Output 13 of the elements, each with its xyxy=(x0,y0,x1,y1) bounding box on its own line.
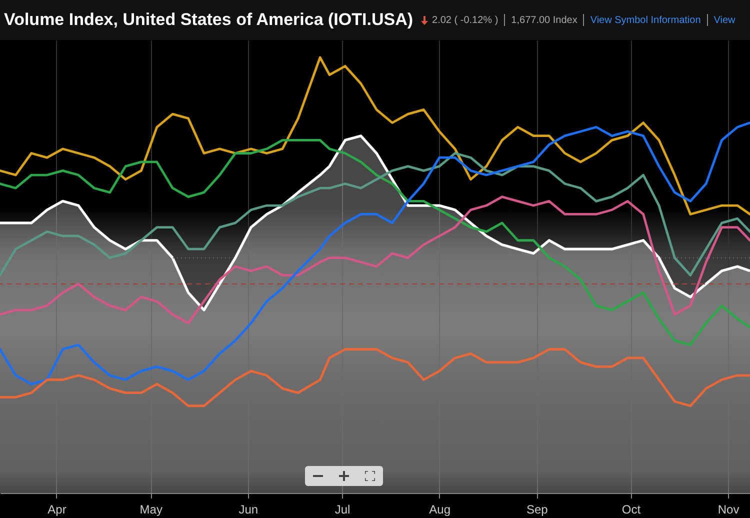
text: 2.02 ( -0.12% ) xyxy=(432,14,498,26)
text: View xyxy=(714,14,736,26)
x-tick-label: Jun xyxy=(238,502,258,516)
x-tick-label: Aug xyxy=(429,502,451,516)
chart-title: Volume Index, United States of America (IOTI.USA) xyxy=(4,10,414,30)
x-tick-label: May xyxy=(140,502,162,516)
x-tick-label: Oct xyxy=(622,502,642,516)
x-tick-label: Apr xyxy=(48,502,66,516)
text: View Symbol Information xyxy=(590,14,701,26)
text: 1,677.00 Index xyxy=(511,14,578,26)
x-tick-label: Sep xyxy=(526,502,548,516)
x-tick-label: Jul xyxy=(334,502,350,516)
x-tick-label: Nov xyxy=(718,502,740,516)
